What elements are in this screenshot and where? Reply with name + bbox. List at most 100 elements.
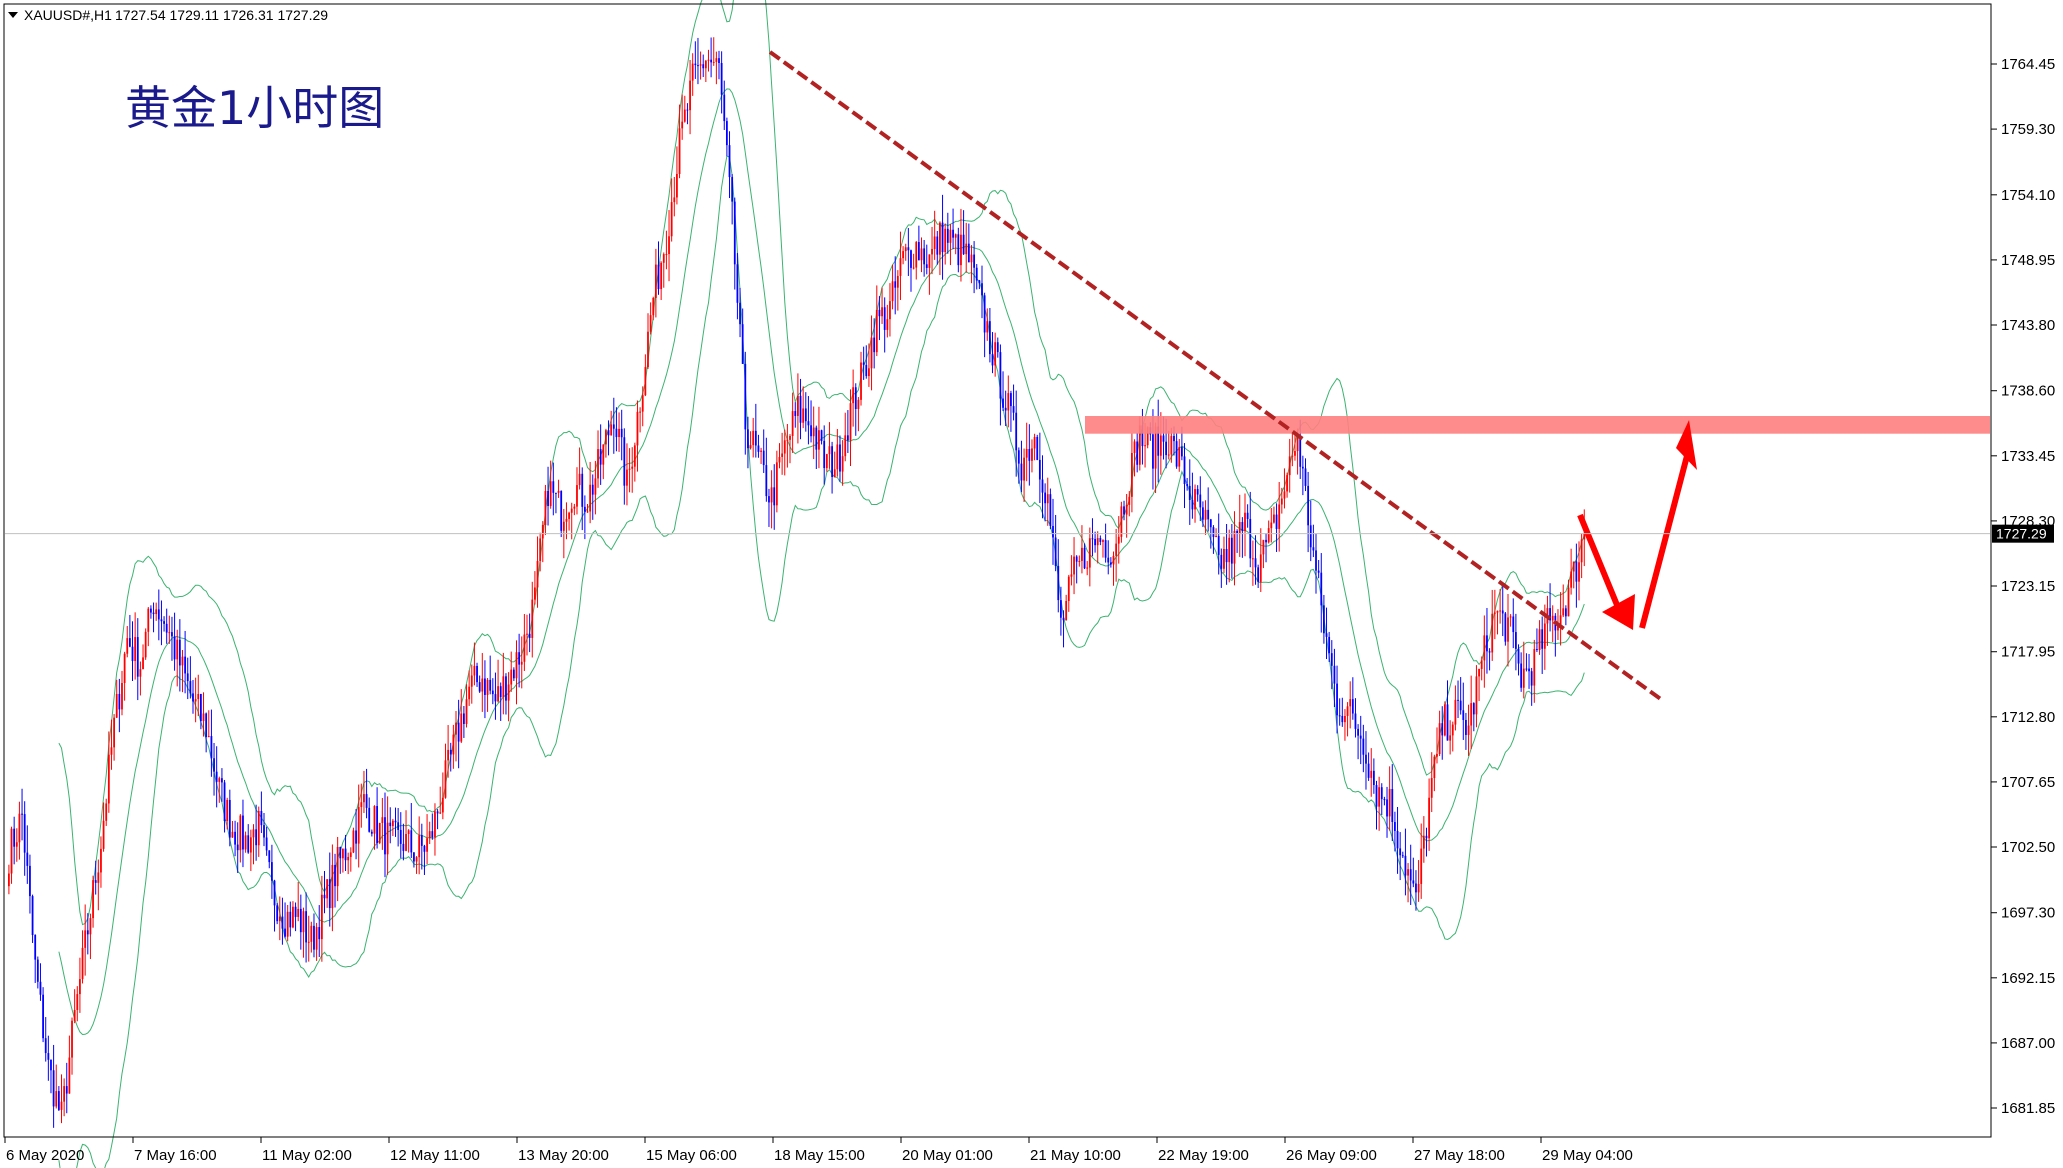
candle-body <box>36 959 39 982</box>
candle-body <box>1230 537 1233 564</box>
candle-body <box>1002 398 1004 408</box>
candle-body <box>841 456 844 472</box>
candle-body <box>1409 869 1412 881</box>
candle-body <box>310 925 313 942</box>
candle-body <box>1081 547 1083 561</box>
candle-body <box>391 820 394 827</box>
candle-body <box>549 481 552 506</box>
candle-body <box>1088 538 1091 568</box>
candle-body <box>1391 789 1394 823</box>
candle-body <box>73 1010 76 1021</box>
candle-body <box>1328 636 1331 654</box>
candle-body <box>423 845 426 852</box>
candle-body <box>1020 463 1023 481</box>
candle-body <box>1238 522 1241 534</box>
candle-body <box>202 713 205 721</box>
candle-body <box>523 634 526 662</box>
candle-body <box>1380 787 1383 800</box>
candle-body <box>1131 452 1133 497</box>
candle-body <box>1017 450 1020 464</box>
candle-body <box>213 758 215 772</box>
candle-body <box>1262 539 1265 555</box>
candle-body <box>1267 528 1270 543</box>
candle-body <box>249 837 252 853</box>
current-price-value: 1727.29 <box>1996 526 2047 542</box>
dropdown-triangle-icon[interactable] <box>8 12 18 18</box>
candle-body <box>323 894 326 899</box>
candle-body <box>468 686 471 700</box>
candle-body <box>770 487 773 503</box>
candle-body <box>1025 448 1028 458</box>
candle-body <box>1152 434 1154 469</box>
candle-body <box>1564 608 1567 617</box>
candle-body <box>441 797 444 813</box>
candle-body <box>981 283 983 296</box>
candle-body <box>762 450 765 466</box>
candle-body <box>460 713 463 742</box>
candle-body <box>263 825 265 838</box>
candle-body <box>576 485 578 507</box>
candle-body <box>1459 700 1462 711</box>
header-symbol: XAUUSD#,H1 <box>24 7 112 23</box>
candle-body <box>996 342 999 353</box>
candle-body <box>1436 754 1438 757</box>
candle-body <box>370 831 373 834</box>
candle-body <box>278 916 281 922</box>
candle-body <box>1475 676 1478 715</box>
y-tick-label: 1707.65 <box>2001 774 2055 791</box>
candle-body <box>620 428 623 438</box>
candle-body <box>42 994 44 1039</box>
candle-body <box>1286 475 1288 492</box>
candle-body <box>1388 789 1391 817</box>
candle-body <box>1454 699 1457 725</box>
candle-body <box>1378 787 1381 807</box>
candle-body <box>47 1053 50 1060</box>
candle-body <box>494 694 497 702</box>
candle-body <box>1112 555 1115 565</box>
candle-body <box>234 831 236 845</box>
candle-body <box>1480 660 1483 669</box>
candle-body <box>1259 554 1262 582</box>
candle-body <box>1212 527 1215 537</box>
candle-body <box>797 395 799 416</box>
candle-body <box>973 254 976 268</box>
candle-body <box>97 872 100 883</box>
candle-body <box>510 669 513 685</box>
candle-body <box>668 236 670 255</box>
candle-body <box>557 490 560 493</box>
candle-body <box>1246 512 1249 519</box>
candle-body <box>1422 835 1425 849</box>
candle-body <box>349 852 352 857</box>
candle-body <box>607 430 610 436</box>
candle-body <box>1541 629 1544 649</box>
candle-body <box>967 243 970 263</box>
candle-body <box>144 631 147 658</box>
x-tick-label: 6 May 2020 <box>6 1147 84 1164</box>
candle-body <box>1551 615 1554 621</box>
candle-body <box>1512 616 1515 633</box>
candle-body <box>252 829 255 838</box>
candle-body <box>836 444 839 470</box>
candle-body <box>1015 412 1018 451</box>
candle-body <box>631 466 634 469</box>
candle-body <box>889 301 891 320</box>
candle-body <box>339 847 342 859</box>
candle-body <box>84 930 87 948</box>
candle-body <box>665 254 668 256</box>
candle-body <box>92 880 94 919</box>
candle-body <box>699 64 702 66</box>
candle-body <box>910 250 912 268</box>
candle-body <box>1115 543 1118 556</box>
candle-body <box>1572 561 1575 572</box>
candle-body <box>633 445 636 467</box>
candle-body <box>970 254 973 263</box>
candle-body <box>562 521 565 531</box>
arrow-down-shaft <box>1577 513 1620 607</box>
candle-body <box>134 637 137 661</box>
candle-body <box>352 830 355 853</box>
candle-body <box>1186 484 1189 486</box>
x-tick-label: 18 May 15:00 <box>774 1147 865 1164</box>
candle-body <box>376 806 378 843</box>
candle-body <box>894 281 897 288</box>
candle-body <box>1031 448 1033 461</box>
